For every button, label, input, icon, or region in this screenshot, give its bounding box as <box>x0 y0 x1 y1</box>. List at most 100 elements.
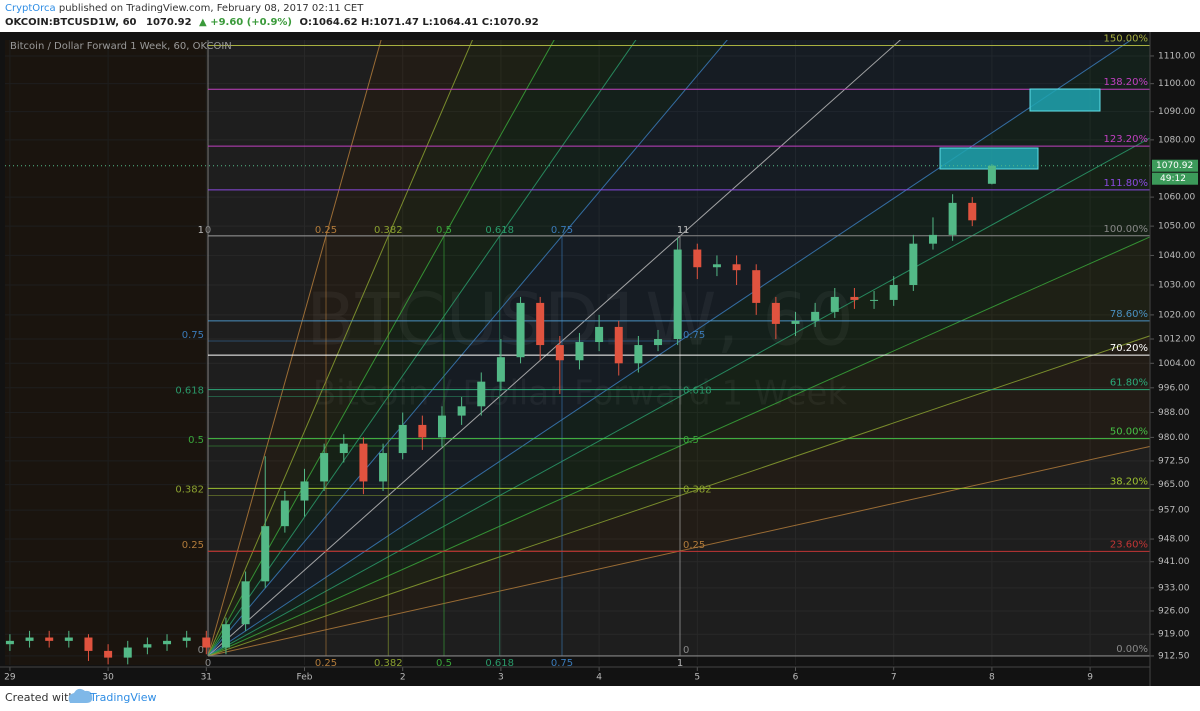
candle-body <box>45 637 54 641</box>
fan-time-label: 0.25 <box>315 658 337 669</box>
tradingview-logo <box>68 688 93 703</box>
y-tick-label: 988.00 <box>1158 408 1190 418</box>
fan-price-label: 0.382 <box>175 485 204 496</box>
y-tick-label: 1080.00 <box>1158 135 1195 145</box>
candle-body <box>241 581 250 625</box>
fan-time-label: 0.618 <box>485 225 514 236</box>
candle-body <box>889 285 898 300</box>
fib-label: 138.20% <box>1104 77 1149 88</box>
fan-ray <box>207 40 902 657</box>
candle-body <box>280 500 289 527</box>
candle-body <box>202 637 211 648</box>
ohlc: O:1064.62 H:1071.47 L:1064.41 C:1070.92 <box>299 17 538 28</box>
candle-body <box>830 296 839 312</box>
footer-brand[interactable]: TradingView <box>89 691 156 704</box>
candle-body <box>516 302 525 358</box>
y-tick-label: 957.00 <box>1158 506 1190 516</box>
candle-body <box>437 415 446 438</box>
fib-label: 150.00% <box>1104 33 1149 44</box>
x-tick-label: 3 <box>498 673 504 683</box>
candle-body <box>84 637 93 651</box>
y-tick-label: 1050.00 <box>1158 222 1195 232</box>
candle-body <box>104 650 113 658</box>
candle-body <box>654 339 663 346</box>
y-tick-label: 1030.00 <box>1158 281 1195 291</box>
header-line: CryptOrca published on TradingView.com, … <box>5 3 364 14</box>
candle-body <box>870 299 879 301</box>
candle-body <box>143 644 152 648</box>
x-tick-label: 4 <box>596 673 602 683</box>
fan-time-label: 0.382 <box>374 658 403 669</box>
fib-label: 0.00% <box>1116 644 1148 655</box>
candle-body <box>64 637 73 641</box>
y-tick-label: 980.00 <box>1158 433 1190 443</box>
candle-body <box>339 443 348 454</box>
published: published on TradingView.com, February 0… <box>59 3 364 14</box>
watermark-subtitle: Bitcoin / Dollar Forward 1 Week <box>313 374 848 414</box>
fan-time-label: 1 <box>677 225 683 236</box>
fan-time-label: 0 <box>205 658 211 669</box>
fib-label: 23.60% <box>1110 539 1148 550</box>
pre-fan-area <box>5 40 208 665</box>
fan-price-label: 0.75 <box>683 330 705 341</box>
fan-price-label: 0 <box>683 645 689 656</box>
fib-label: 61.80% <box>1110 378 1148 389</box>
countdown-tag <box>1152 172 1198 185</box>
fan-time-label: 0.25 <box>315 225 337 236</box>
fan-time-label: 0.75 <box>551 658 573 669</box>
candle-body <box>418 424 427 438</box>
x-tick-label: 29 <box>4 673 16 683</box>
fan-time-label: 1 <box>677 658 683 669</box>
fib-label: 70.20% <box>1110 343 1148 354</box>
candle-body <box>536 302 545 346</box>
candle-body <box>359 443 368 482</box>
x-tick-label: 2 <box>400 673 406 683</box>
candle-body <box>928 234 937 244</box>
candle-body <box>712 264 721 268</box>
x-tick-label: 9 <box>1087 673 1093 683</box>
x-tick-label: 7 <box>891 673 897 683</box>
candle-body <box>948 202 957 235</box>
candle-body <box>634 345 643 364</box>
fan-price-label: 0.5 <box>188 435 204 446</box>
candle-body <box>732 264 741 271</box>
candle-body <box>457 406 466 416</box>
fan-ray <box>207 236 1150 657</box>
fan-price-label: 0.382 <box>683 485 712 496</box>
candle-body <box>163 640 172 645</box>
fan-ray <box>207 445 1150 657</box>
countdown-label: 49:12 <box>1160 174 1186 184</box>
candle-body <box>555 345 564 361</box>
fan-time-label: 0.5 <box>436 658 452 669</box>
fib-label: 123.20% <box>1104 134 1149 145</box>
x-tick-label: Feb <box>297 673 313 683</box>
candle-body <box>614 326 623 364</box>
candle-body <box>595 326 604 343</box>
candle-body <box>221 624 230 648</box>
candle-body <box>850 296 859 300</box>
fan-price-label: 0.75 <box>182 330 204 341</box>
footer-created: Created with <box>5 691 75 704</box>
author[interactable]: CryptOrca <box>5 3 56 14</box>
fan-time-label: 0.382 <box>374 225 403 236</box>
fan-ray <box>207 40 382 657</box>
y-tick-label: 1040.00 <box>1158 251 1195 261</box>
fan-time-label: 0.5 <box>436 225 452 236</box>
x-tick-label: 8 <box>989 673 995 683</box>
fan-ray <box>207 40 637 657</box>
y-tick-label: 948.00 <box>1158 535 1190 545</box>
fan-price-label: 0.618 <box>175 385 204 396</box>
candle-body <box>477 381 486 407</box>
fib-label: 111.80% <box>1104 178 1149 189</box>
candle-body <box>379 453 388 482</box>
fan-ray <box>207 40 1132 657</box>
y-tick-label: 1012.00 <box>1158 335 1195 345</box>
y-tick-label: 1060.00 <box>1158 193 1195 203</box>
candle-body <box>752 270 761 303</box>
y-tick-label: 1110.00 <box>1158 51 1195 61</box>
y-tick-label: 933.00 <box>1158 583 1190 593</box>
candle-body <box>791 320 800 324</box>
y-tick-label: 912.50 <box>1158 651 1190 661</box>
